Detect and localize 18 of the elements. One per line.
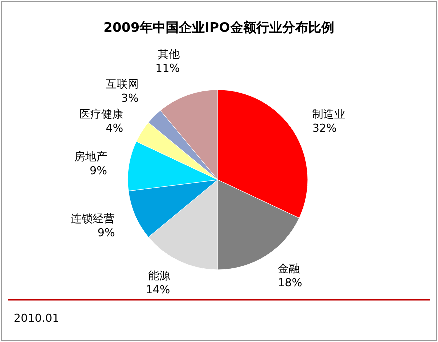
slice-label: 互联网: [106, 78, 139, 91]
data-label: 9%: [90, 164, 108, 178]
slice-label: 房地产: [74, 150, 108, 164]
slice-label: 能源: [148, 269, 170, 282]
slice-label: 医疗健康: [79, 108, 124, 121]
data-label: 32%: [312, 122, 338, 135]
slice-label: 其他: [158, 48, 180, 61]
slice-label: 金融: [278, 262, 300, 276]
data-label: 3%: [121, 92, 139, 105]
slice-label: 连锁经营: [71, 212, 116, 226]
slice-label: 制造业: [312, 108, 346, 121]
data-label: 9%: [98, 226, 116, 240]
data-label: 4%: [106, 122, 124, 135]
data-label: 11%: [156, 62, 180, 75]
data-label: 14%: [146, 283, 170, 296]
data-label: 18%: [278, 276, 302, 290]
text: 2010.01: [14, 312, 60, 325]
chart-title: 2009年中国企业IPO金额行业分布比例: [104, 20, 334, 36]
